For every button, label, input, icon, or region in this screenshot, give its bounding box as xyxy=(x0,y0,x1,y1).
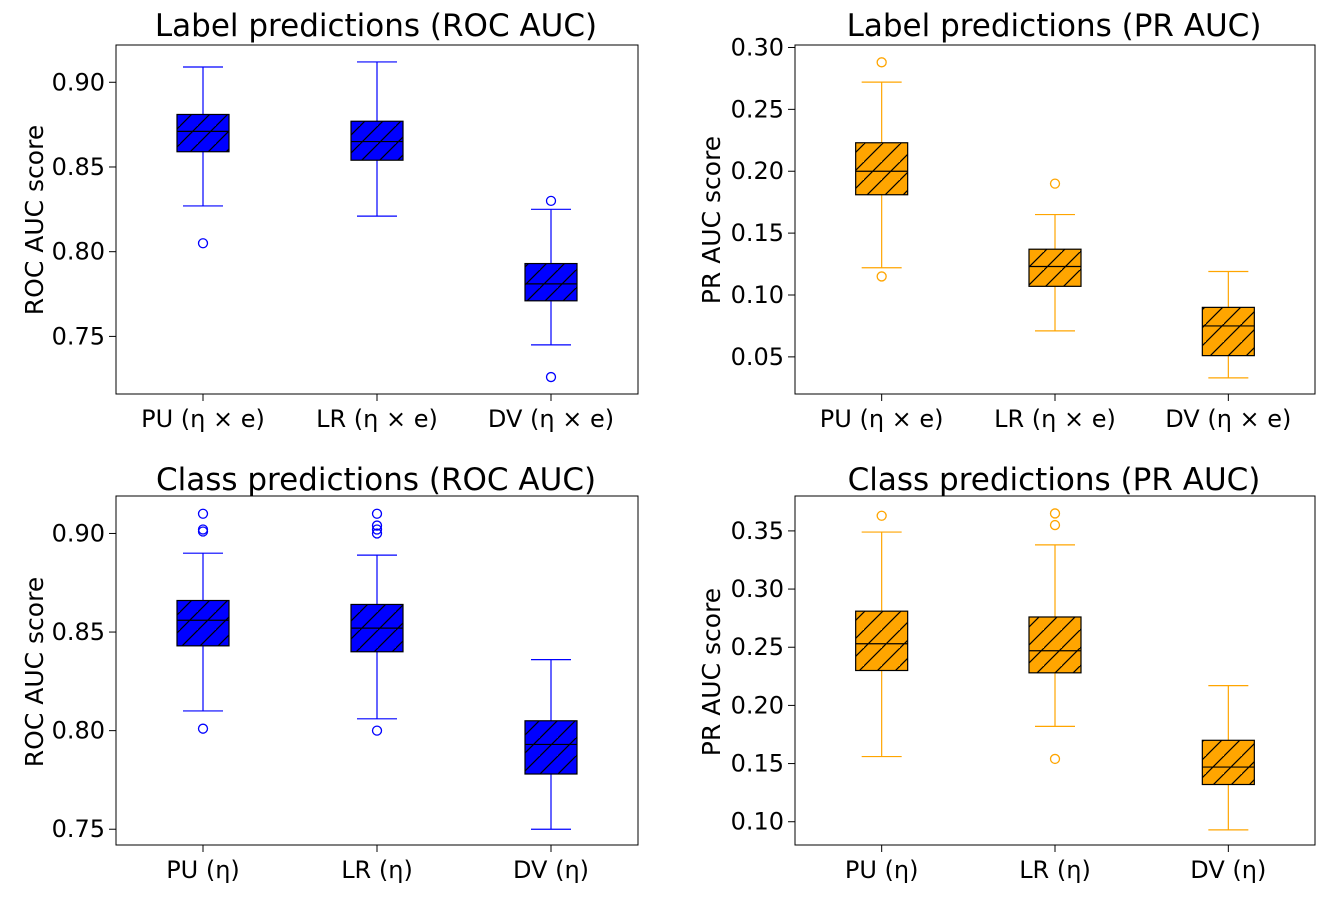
panel-class-pr-auc: Class predictions (PR AUC) PR AUC score … xyxy=(697,462,1316,884)
y-tick-label: 0.20 xyxy=(731,691,784,719)
box-3 xyxy=(1201,270,1255,379)
box-hatch xyxy=(176,599,230,647)
outlier-point xyxy=(197,723,209,734)
x-tick-label: PU (η) xyxy=(845,856,919,884)
y-tick-label: 0.80 xyxy=(52,238,105,266)
outlier-point xyxy=(545,371,557,383)
box-1 xyxy=(176,66,230,249)
y-tick-label: 0.85 xyxy=(52,153,105,181)
outlier-point xyxy=(1049,508,1061,519)
box-1 xyxy=(855,510,909,758)
box-hatch xyxy=(855,610,909,672)
box-hatch xyxy=(524,720,578,775)
box-1 xyxy=(176,508,230,734)
plot-area: 0.10 0.15 0.20 0.25 0.30 0.35 PU (η) LR (η) DV (… xyxy=(731,508,1266,884)
axes-frame xyxy=(794,44,1316,395)
outlier-point xyxy=(371,508,383,519)
x-tick-label: DV (η × e) xyxy=(1165,405,1291,433)
box-hatch xyxy=(1201,739,1255,786)
plot-area: 0.75 0.80 0.85 0.90 PU (η) LR (η) DV (η) xyxy=(52,508,589,884)
axes-frame xyxy=(115,44,639,395)
y-tick-label: 0.85 xyxy=(52,618,105,646)
x-tick-label: PU (η × e) xyxy=(820,405,944,433)
y-tick-label: 0.30 xyxy=(731,575,784,603)
outlier-point xyxy=(1049,519,1061,531)
y-axis-label: PR AUC score xyxy=(697,136,726,304)
outlier-point xyxy=(876,510,887,521)
y-tick-label: 0.05 xyxy=(731,343,784,371)
y-tick-label: 0.30 xyxy=(731,33,784,61)
outlier-point xyxy=(371,725,383,736)
axes-frame xyxy=(115,495,639,846)
panel-title: Class predictions (ROC AUC) xyxy=(156,462,596,498)
outlier-point xyxy=(371,524,383,535)
y-axis-label: ROC AUC score xyxy=(20,125,49,315)
box-2 xyxy=(1028,178,1082,332)
box-hatch xyxy=(524,262,578,302)
panel-class-roc-auc: Class predictions (ROC AUC) ROC AUC scor… xyxy=(20,462,639,884)
y-tick-label: 0.10 xyxy=(731,808,784,836)
y-tick-label: 0.90 xyxy=(52,519,105,547)
outlier-point xyxy=(876,57,887,68)
x-tick-label: DV (η) xyxy=(1190,856,1266,884)
outlier-point xyxy=(1049,753,1061,765)
box-2 xyxy=(350,61,404,217)
outlier-point xyxy=(197,526,209,537)
y-tick-label: 0.15 xyxy=(731,750,784,778)
panel-title: Label predictions (PR AUC) xyxy=(847,8,1262,44)
box-3 xyxy=(524,195,578,383)
box-hatch xyxy=(1028,248,1082,287)
x-tick-label: PU (η) xyxy=(166,856,240,884)
panel-title: Label predictions (ROC AUC) xyxy=(155,8,597,44)
box-hatch xyxy=(1201,306,1255,357)
y-tick-label: 0.80 xyxy=(52,717,105,745)
outlier-point xyxy=(1049,178,1061,189)
panel-title: Class predictions (PR AUC) xyxy=(848,462,1261,498)
outlier-point xyxy=(876,271,887,282)
x-tick-label: LR (η) xyxy=(1019,856,1091,884)
box-3 xyxy=(1201,685,1255,831)
box-hatch xyxy=(1028,616,1082,674)
axes-frame xyxy=(794,495,1316,846)
box-hatch xyxy=(176,113,230,153)
plot-area: 0.75 0.80 0.85 0.90 PU (η × e) LR (η × e) DV (… xyxy=(52,61,614,433)
y-tick-label: 0.25 xyxy=(731,95,784,123)
y-tick-label: 0.20 xyxy=(731,157,784,185)
outlier-point xyxy=(197,238,209,249)
panel-label-roc-auc: Label predictions (ROC AUC) ROC AUC scor… xyxy=(20,8,639,433)
x-tick-label: LR (η × e) xyxy=(316,405,438,433)
y-tick-label: 0.15 xyxy=(731,219,784,247)
x-tick-label: LR (η × e) xyxy=(994,405,1116,433)
x-tick-label: LR (η) xyxy=(341,856,413,884)
box-3 xyxy=(524,659,578,830)
box-2 xyxy=(350,508,404,736)
outlier-point xyxy=(371,520,383,531)
x-tick-label: DV (η) xyxy=(513,856,589,884)
y-tick-label: 0.90 xyxy=(52,68,105,96)
plot-area: 0.05 0.10 0.15 0.20 0.25 0.30 PU (η × e) LR (η … xyxy=(731,33,1292,433)
y-tick-label: 0.75 xyxy=(52,815,105,843)
outlier-point xyxy=(197,508,209,519)
box-hatch xyxy=(855,142,909,196)
y-axis-label: PR AUC score xyxy=(697,588,726,756)
box-1 xyxy=(855,57,909,282)
panel-label-pr-auc: Label predictions (PR AUC) PR AUC score … xyxy=(697,8,1316,433)
outlier-point xyxy=(371,528,383,539)
y-tick-label: 0.35 xyxy=(731,517,784,545)
outlier-point xyxy=(545,195,557,207)
x-tick-label: PU (η × e) xyxy=(141,405,265,433)
y-axis-label: ROC AUC score xyxy=(20,577,49,767)
x-tick-label: DV (η × e) xyxy=(488,405,614,433)
y-tick-label: 0.25 xyxy=(731,633,784,661)
box-2 xyxy=(1028,508,1082,765)
box-hatch xyxy=(350,120,404,161)
y-tick-label: 0.10 xyxy=(731,281,784,309)
y-tick-label: 0.75 xyxy=(52,322,105,350)
